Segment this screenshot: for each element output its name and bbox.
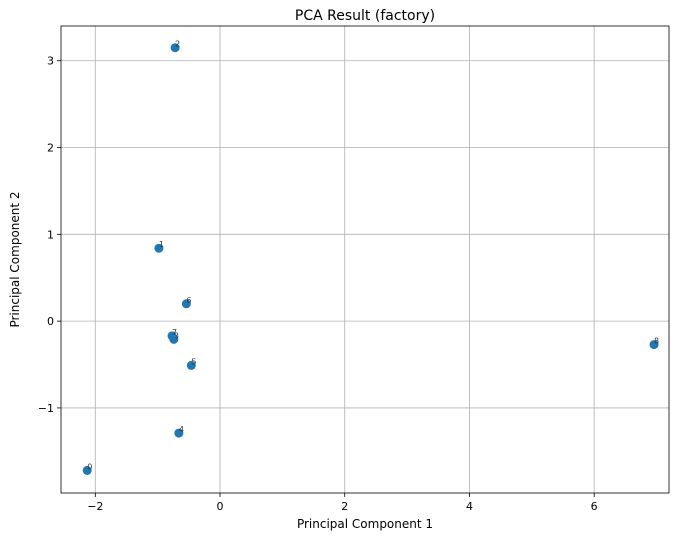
axis-ticks: −2 0 2 4 6 −1 0 1 2 3 <box>38 55 598 513</box>
plot-frame <box>60 25 670 494</box>
point-label: 0 <box>87 462 92 471</box>
point-label: 8 <box>654 337 659 346</box>
x-tick-label: 0 <box>217 500 224 513</box>
y-tick-label: −1 <box>38 402 54 415</box>
point-label: 2 <box>175 40 180 49</box>
data-point <box>154 243 164 253</box>
x-tick-label: 4 <box>466 500 473 513</box>
data-point <box>649 340 659 350</box>
data-point <box>167 331 177 341</box>
y-tick-label: 0 <box>47 315 54 328</box>
y-tick-label: 1 <box>47 228 54 241</box>
y-tick-label: 2 <box>47 142 54 155</box>
data-point <box>186 360 196 370</box>
grid-lines <box>61 26 669 493</box>
point-label: 5 <box>191 357 196 366</box>
point-label: 6 <box>186 296 191 305</box>
point-label: 7 <box>172 328 177 337</box>
data-point <box>170 43 180 53</box>
x-tick-label: 6 <box>591 500 598 513</box>
data-points: 012345678 <box>82 40 659 475</box>
data-point <box>174 428 184 438</box>
x-axis-label: Principal Component 1 <box>297 517 433 531</box>
y-tick-label: 3 <box>47 55 54 68</box>
data-point <box>181 299 191 309</box>
x-tick-label: −2 <box>87 500 103 513</box>
data-point <box>82 465 92 475</box>
point-label: 4 <box>179 425 184 434</box>
chart-title: PCA Result (factory) <box>295 8 435 24</box>
point-label: 1 <box>159 240 164 249</box>
y-axis-label: Principal Component 2 <box>8 191 22 327</box>
x-tick-label: 2 <box>341 500 348 513</box>
